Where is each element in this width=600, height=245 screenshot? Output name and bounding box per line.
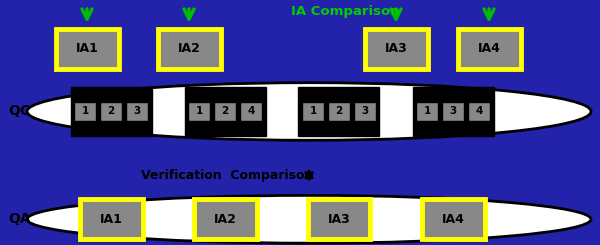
FancyBboxPatch shape [185,87,265,136]
Text: IA1: IA1 [100,213,122,226]
Text: IA4: IA4 [442,213,464,226]
Text: 3: 3 [133,107,140,116]
Text: IA4: IA4 [478,42,500,56]
FancyBboxPatch shape [442,102,464,121]
Text: QA: QA [8,212,31,226]
Text: 1: 1 [424,107,431,116]
FancyBboxPatch shape [71,87,151,136]
Ellipse shape [27,196,591,243]
Text: 1: 1 [196,107,203,116]
FancyBboxPatch shape [298,87,379,136]
FancyBboxPatch shape [328,102,350,121]
FancyBboxPatch shape [458,29,521,69]
Text: 2: 2 [107,107,115,116]
Text: 2: 2 [335,107,343,116]
Text: 2: 2 [221,107,229,116]
FancyBboxPatch shape [413,87,493,136]
FancyBboxPatch shape [365,29,427,69]
FancyBboxPatch shape [214,102,236,121]
Ellipse shape [27,83,591,140]
FancyBboxPatch shape [468,102,490,121]
Text: 4: 4 [475,107,482,116]
Text: 1: 1 [82,107,89,116]
Text: IA3: IA3 [328,213,350,226]
Text: IA2: IA2 [178,42,200,56]
FancyBboxPatch shape [157,29,221,69]
Text: QC: QC [9,104,31,119]
FancyBboxPatch shape [188,102,210,121]
FancyBboxPatch shape [354,102,376,121]
Text: 4: 4 [247,107,254,116]
FancyBboxPatch shape [421,199,485,240]
FancyBboxPatch shape [302,102,324,121]
FancyBboxPatch shape [74,102,96,121]
Text: 3: 3 [449,107,457,116]
FancyBboxPatch shape [79,199,143,240]
FancyBboxPatch shape [100,102,122,121]
Text: 1: 1 [310,107,317,116]
Text: Verification  Comparison: Verification Comparison [141,169,313,182]
Text: IA2: IA2 [214,213,236,226]
FancyBboxPatch shape [56,29,119,69]
FancyBboxPatch shape [193,199,257,240]
FancyBboxPatch shape [308,199,370,240]
FancyBboxPatch shape [240,102,262,121]
Text: 3: 3 [361,107,368,116]
FancyBboxPatch shape [416,102,438,121]
Text: IA3: IA3 [385,42,407,56]
Text: IA Comparison: IA Comparison [290,4,400,18]
Text: IA1: IA1 [76,42,98,56]
FancyBboxPatch shape [126,102,148,121]
